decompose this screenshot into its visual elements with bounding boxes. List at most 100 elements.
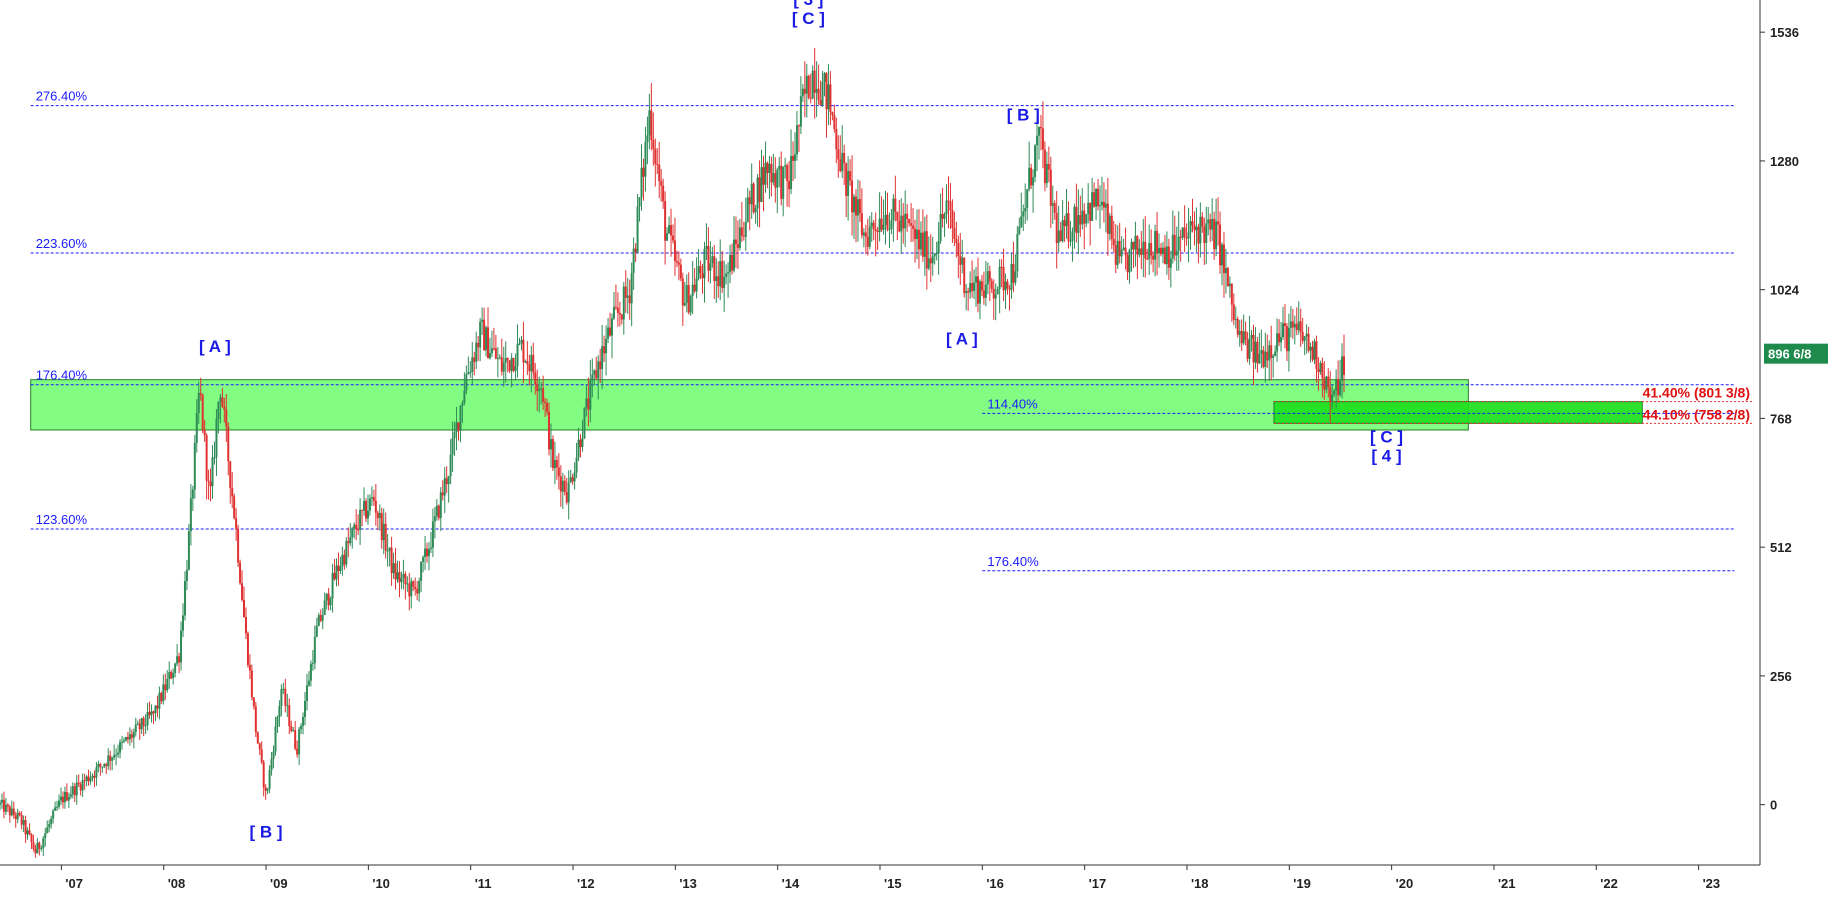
candle-body [1331,394,1334,402]
candle-body [742,235,745,237]
candle-body [193,442,196,490]
candle-body [170,672,173,679]
candle-body [990,280,993,289]
candle-body [160,692,163,702]
candle-body [268,770,271,789]
candle-body [772,173,775,183]
candle-body [1333,390,1336,395]
candle-body [319,615,322,621]
candle-body [256,732,259,744]
candle-body [1104,203,1107,208]
candle-body [490,348,493,354]
candle-body [1055,212,1058,244]
candle-body [20,814,23,825]
candle-body [774,173,777,188]
candle-body [485,327,488,351]
candle-body [1116,240,1119,265]
candle-body [1242,331,1245,344]
candle-body [876,230,879,233]
candle-body [504,358,507,363]
candle-body [520,339,523,344]
candle-body [982,290,985,298]
candle-body [351,528,354,538]
candle-body [73,786,76,796]
candle-body [567,482,570,503]
candle-body [394,563,397,580]
candle-body [429,547,432,550]
candle-body [1049,169,1052,206]
candle-body [1246,339,1249,359]
candle-body [660,181,663,186]
candle-body [396,572,399,580]
candle-body [898,220,901,232]
candle-body [1144,241,1147,259]
candle-body [176,656,179,664]
x-tick-label: '12 [577,876,595,891]
x-tick-label: '14 [782,876,800,891]
candle-body [551,439,554,469]
candle-body [260,749,263,763]
candle-body [1065,213,1068,227]
candle-body [1059,230,1062,242]
candle-body [561,480,564,492]
candle-body [945,200,948,215]
fib-level-label: 176.40% [36,368,88,383]
candle-body [390,547,393,574]
candle-body [815,88,818,93]
candle-body [380,513,383,541]
candle-body [711,256,714,264]
candle-body [874,229,877,231]
candle-body [0,802,1,805]
candle-body [479,321,482,348]
candle-body [355,524,358,530]
candles-layer [0,48,1346,858]
candle-body [477,342,480,348]
candle-body [1037,126,1040,136]
candle-body [28,830,31,835]
candle-body [109,755,112,761]
candle-body [1285,326,1288,352]
candle-body [548,411,551,450]
candle-body [388,547,391,551]
candle-body [760,167,763,202]
candle-body [213,457,216,459]
candle-body [1148,243,1151,260]
candle-body [1032,177,1035,186]
x-tick-label: '13 [679,876,697,891]
candle-body [925,231,928,269]
candle-body [1112,239,1115,246]
candle-body [1124,247,1127,256]
candle-body [646,135,649,143]
candle-body [670,225,673,236]
candle-body [526,361,529,365]
candle-body [1047,163,1050,170]
candle-body [1004,281,1007,291]
candle-body [42,838,45,849]
candle-body [620,314,623,320]
candle-body [614,306,617,308]
candle-body [658,164,661,182]
candle-body [1205,223,1208,243]
candle-body [1126,255,1129,273]
candle-body [969,282,972,293]
candle-body [1030,167,1033,186]
candle-body [300,725,303,730]
x-tick-label: '10 [372,876,390,891]
candle-body [1041,128,1044,150]
candle-body [524,361,527,363]
candle-body [1319,363,1322,373]
candle-body [1303,336,1306,341]
candle-body [95,767,98,778]
candle-body [1221,244,1224,266]
candle-body [1063,220,1066,227]
candle-body [357,529,360,531]
candle-body [1193,225,1196,231]
candle-body [1301,332,1304,341]
candle-body [536,384,539,392]
candle-body [1160,247,1163,255]
candle-body [811,70,814,99]
candle-body [274,726,277,752]
candle-body [398,572,401,583]
candle-body [365,500,368,519]
candle-body [640,167,643,198]
